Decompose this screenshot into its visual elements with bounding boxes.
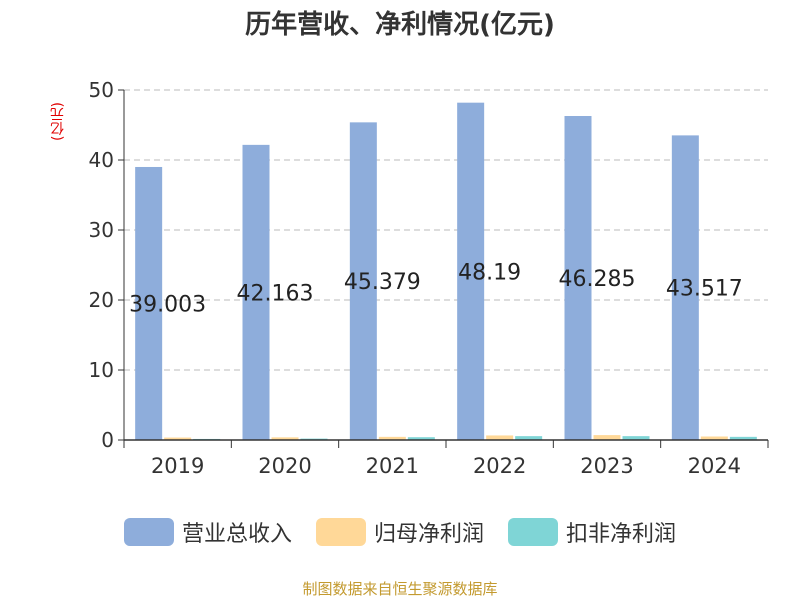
bars	[135, 102, 757, 441]
data-label-revenue: 45.379	[344, 270, 421, 295]
bar-net-profit	[700, 436, 728, 440]
x-tick-label: 2019	[151, 454, 204, 478]
x-tick-label: 2023	[580, 454, 633, 478]
data-label-revenue: 43.517	[666, 277, 743, 302]
bar-deducted-profit	[515, 436, 543, 440]
x-tick-label: 2022	[473, 454, 526, 478]
y-tick-label: 20	[89, 288, 114, 312]
grid-lines	[124, 89, 768, 371]
legend-swatch-revenue	[123, 518, 174, 546]
bar-net-profit	[164, 437, 192, 440]
legend-swatch-net-profit	[315, 518, 366, 546]
legend: 营业总收入 归母净利润 扣非净利润	[0, 516, 800, 548]
y-tick-label: 10	[89, 358, 114, 382]
legend-item-deducted-profit[interactable]: 扣非净利润	[508, 516, 676, 548]
legend-label-deducted-profit: 扣非净利润	[566, 522, 677, 547]
bar-net-profit	[271, 437, 299, 440]
data-label-revenue: 39.003	[129, 292, 206, 317]
bar-net-profit	[378, 436, 406, 440]
y-tick-label: 40	[89, 148, 114, 172]
x-tick-label: 2020	[258, 454, 311, 478]
bar-revenue	[564, 116, 592, 440]
bar-revenue	[242, 144, 270, 440]
x-tick-label: 2024	[688, 454, 741, 478]
axes: 0 10 20 30 40 50 2019 2020 2021 2022 2023 2024	[89, 78, 769, 478]
bar-revenue	[135, 166, 163, 440]
bar-revenue	[457, 102, 485, 441]
data-label-revenue: 46.285	[559, 267, 636, 292]
y-tick-label: 50	[89, 78, 114, 102]
bar-net-profit	[486, 435, 514, 440]
bar-deducted-profit	[407, 437, 435, 440]
legend-label-net-profit: 归母净利润	[373, 522, 484, 547]
data-labels: 39.003 42.163 45.379 48.19 46.285 43.517	[129, 260, 743, 317]
bar-net-profit	[593, 435, 621, 440]
bar-deducted-profit	[622, 436, 650, 440]
legend-swatch-deducted-profit	[508, 518, 558, 546]
chart-title: 历年营收、净利情况(亿元)	[245, 10, 555, 40]
bar-revenue	[671, 135, 699, 441]
legend-label-revenue: 营业总收入	[181, 522, 292, 547]
legend-item-net-profit[interactable]: 归母净利润	[315, 516, 484, 548]
data-label-revenue: 42.163	[237, 281, 314, 306]
y-tick-label: 30	[89, 218, 114, 242]
y-tick-label: 0	[101, 428, 114, 452]
bar-deducted-profit	[729, 436, 757, 440]
x-tick-label: 2021	[366, 454, 419, 478]
legend-item-revenue[interactable]: 营业总收入	[123, 516, 292, 548]
data-source-note: 制图数据来自恒生聚源数据库	[302, 580, 498, 598]
bar-revenue	[349, 122, 377, 441]
data-label-revenue: 48.19	[458, 260, 521, 285]
